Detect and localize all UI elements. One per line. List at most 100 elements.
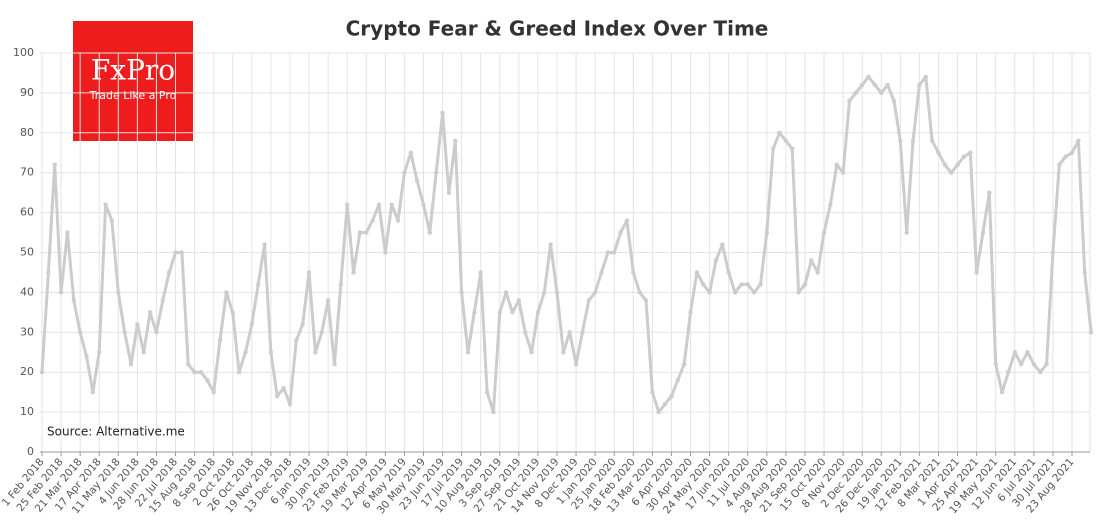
data-point bbox=[790, 146, 795, 151]
data-point bbox=[1057, 162, 1062, 167]
data-point bbox=[739, 282, 744, 287]
data-point bbox=[370, 218, 375, 223]
data-point bbox=[554, 290, 560, 295]
data-point bbox=[217, 338, 223, 343]
data-point bbox=[745, 282, 750, 287]
y-tick-label: 50 bbox=[20, 246, 34, 259]
data-point bbox=[758, 282, 763, 287]
data-point bbox=[414, 178, 420, 183]
data-point bbox=[58, 290, 64, 295]
data-point bbox=[205, 377, 210, 383]
data-point bbox=[904, 230, 909, 235]
data-point bbox=[497, 310, 502, 315]
y-tick-label: 90 bbox=[20, 86, 34, 99]
data-point bbox=[701, 282, 706, 287]
data-point bbox=[325, 298, 331, 303]
data-point bbox=[942, 162, 948, 167]
data-point bbox=[97, 350, 102, 355]
y-tick-label: 10 bbox=[20, 405, 34, 418]
data-point bbox=[840, 170, 846, 175]
data-point bbox=[580, 330, 585, 335]
y-tick-label: 40 bbox=[20, 285, 34, 298]
data-point bbox=[891, 98, 897, 104]
logo-tagline: Trade Like a Pro bbox=[89, 89, 177, 102]
data-point bbox=[605, 250, 611, 255]
data-point bbox=[408, 150, 413, 155]
data-point bbox=[1006, 370, 1011, 375]
data-point bbox=[879, 90, 884, 96]
data-point bbox=[319, 330, 324, 335]
data-point bbox=[173, 250, 178, 255]
data-point bbox=[179, 250, 185, 255]
data-point bbox=[917, 82, 922, 88]
data-point bbox=[255, 282, 261, 287]
data-point bbox=[751, 290, 757, 295]
data-point bbox=[395, 218, 401, 223]
data-point bbox=[707, 290, 712, 295]
data-point bbox=[275, 393, 280, 399]
data-point bbox=[999, 389, 1005, 395]
data-point bbox=[364, 230, 369, 235]
data-point bbox=[510, 310, 515, 315]
data-point bbox=[732, 290, 738, 295]
data-point bbox=[71, 298, 76, 303]
data-point bbox=[631, 270, 636, 275]
data-point bbox=[624, 218, 630, 223]
data-point bbox=[446, 190, 452, 195]
data-point bbox=[440, 110, 445, 116]
y-tick-label: 0 bbox=[27, 445, 34, 458]
data-point bbox=[929, 138, 935, 143]
data-point bbox=[116, 290, 121, 295]
data-point bbox=[243, 350, 248, 355]
data-point bbox=[612, 250, 617, 255]
data-point bbox=[1044, 362, 1049, 367]
data-point bbox=[974, 270, 979, 275]
data-point bbox=[472, 310, 477, 315]
data-point bbox=[656, 409, 661, 415]
data-point bbox=[128, 362, 134, 367]
data-point bbox=[154, 330, 159, 335]
data-point bbox=[338, 282, 344, 287]
data-point bbox=[535, 310, 541, 315]
y-tick-label: 80 bbox=[20, 126, 34, 139]
logo-name: FxPro bbox=[91, 54, 175, 87]
data-point bbox=[147, 310, 153, 315]
data-point bbox=[802, 282, 808, 287]
data-point bbox=[453, 138, 458, 143]
data-point bbox=[332, 362, 337, 367]
data-point bbox=[389, 202, 394, 207]
data-point bbox=[815, 270, 820, 275]
data-point bbox=[427, 230, 433, 235]
logo: FxPro Trade Like a Pro bbox=[73, 21, 193, 141]
data-point bbox=[503, 290, 509, 295]
data-point bbox=[77, 330, 83, 335]
data-point bbox=[433, 170, 439, 175]
data-point bbox=[720, 242, 725, 247]
data-point bbox=[236, 370, 242, 375]
data-point bbox=[268, 350, 274, 355]
data-point bbox=[1031, 362, 1037, 367]
data-point bbox=[993, 362, 998, 367]
data-point bbox=[859, 82, 865, 88]
data-point bbox=[294, 338, 299, 343]
data-point bbox=[599, 270, 604, 275]
data-point bbox=[478, 270, 483, 275]
data-point bbox=[351, 270, 356, 275]
data-point bbox=[898, 138, 903, 143]
data-point bbox=[675, 377, 681, 383]
data-point bbox=[1018, 362, 1024, 367]
data-point bbox=[968, 150, 973, 155]
data-point bbox=[198, 370, 204, 375]
data-point bbox=[936, 150, 941, 155]
data-point bbox=[573, 362, 579, 367]
data-point bbox=[421, 202, 426, 207]
y-tick-label: 20 bbox=[20, 365, 34, 378]
data-point bbox=[885, 82, 890, 88]
data-point bbox=[529, 350, 534, 355]
data-point bbox=[135, 322, 140, 327]
data-point bbox=[910, 138, 916, 143]
data-point bbox=[313, 350, 318, 355]
data-point bbox=[669, 393, 674, 399]
data-point bbox=[764, 230, 770, 235]
data-point bbox=[948, 170, 954, 175]
